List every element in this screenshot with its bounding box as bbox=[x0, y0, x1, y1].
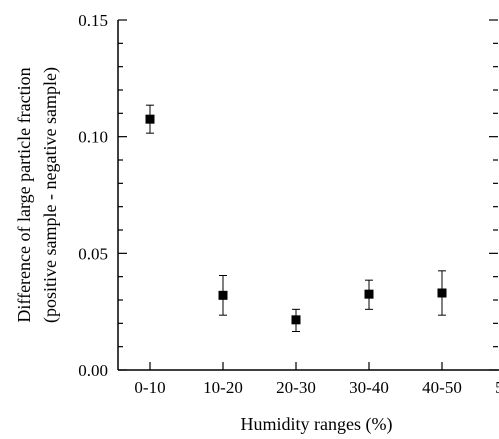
x-axis-tick-labels: 0-10 10-20 20-30 30-40 40-50 50-60 bbox=[134, 378, 499, 397]
y-tick-label: 0.15 bbox=[78, 11, 108, 30]
data-points bbox=[146, 115, 499, 348]
plot-frame bbox=[118, 20, 499, 370]
x-tick-label: 20-30 bbox=[276, 378, 316, 397]
data-point bbox=[438, 289, 447, 298]
x-axis-ticks bbox=[150, 362, 499, 370]
data-point bbox=[365, 290, 374, 299]
data-point bbox=[146, 115, 155, 124]
y-tick-label: 0.05 bbox=[78, 244, 108, 263]
y-axis-title-line: Difference of large particle fraction bbox=[14, 67, 34, 322]
x-axis-title: Humidity ranges (%) bbox=[241, 414, 393, 435]
x-tick-label: 30-40 bbox=[349, 378, 389, 397]
y-axis-title: Difference of large particle fraction (po… bbox=[14, 67, 61, 323]
y-tick-label: 0.10 bbox=[78, 128, 108, 147]
error-bars bbox=[146, 105, 499, 358]
x-tick-label: 50-60 bbox=[495, 378, 499, 397]
x-tick-label: 0-10 bbox=[134, 378, 165, 397]
y-axis-tick-labels: 0.00 0.05 0.10 0.15 bbox=[78, 11, 108, 380]
y-tick-label: 0.00 bbox=[78, 361, 108, 380]
y-axis-ticks bbox=[118, 20, 498, 370]
y-axis-title-line: (positive sample - negative sample) bbox=[40, 67, 61, 323]
data-point bbox=[219, 291, 228, 300]
x-tick-label: 40-50 bbox=[422, 378, 462, 397]
x-tick-label: 10-20 bbox=[203, 378, 243, 397]
data-point bbox=[292, 315, 301, 324]
